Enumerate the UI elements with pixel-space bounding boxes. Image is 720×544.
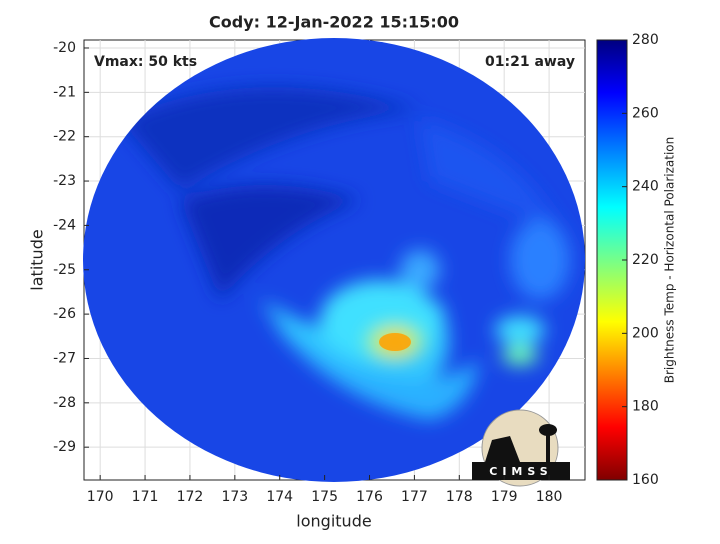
colorbar-tick-label: 240 — [632, 179, 659, 195]
y-tick-label: -26 — [53, 306, 76, 322]
y-tick-label: -25 — [53, 262, 76, 278]
annotation: Vmax: 50 kts — [94, 54, 197, 70]
y-tick-label: -21 — [53, 84, 76, 100]
annotation: 01:21 away — [485, 54, 575, 70]
colorbar-tick-label: 200 — [632, 325, 659, 341]
y-tick-label: -28 — [53, 395, 76, 411]
logo: CIMSS — [472, 409, 570, 487]
x-tick-label: 175 — [311, 489, 338, 505]
colorbar-tick-label: 160 — [632, 472, 659, 488]
colorbar-tick-label: 280 — [632, 32, 659, 48]
x-tick-label: 180 — [536, 489, 563, 505]
y-tick-label: -20 — [53, 40, 76, 56]
x-tick-label: 171 — [132, 489, 159, 505]
x-axis-label: longitude — [296, 512, 371, 531]
colorbar-tick-label: 220 — [632, 252, 659, 268]
colorbar-tick-label: 180 — [632, 399, 659, 415]
y-tick-label: -22 — [53, 129, 76, 145]
x-tick-label: 176 — [356, 489, 383, 505]
x-tick-label: 173 — [221, 489, 248, 505]
logo-text: CIMSS — [489, 465, 552, 478]
x-tick-label: 174 — [266, 489, 293, 505]
chart-title: Cody: 12-Jan-2022 15:15:00 — [209, 13, 459, 32]
x-tick-label: 179 — [491, 489, 518, 505]
x-tick-label: 178 — [446, 489, 473, 505]
y-tick-label: -24 — [53, 217, 76, 233]
swath-image — [83, 38, 585, 482]
y-tick-label: -29 — [53, 439, 76, 455]
x-tick-label: 172 — [177, 489, 204, 505]
y-axis-label: latitude — [28, 229, 47, 290]
colorbar-tick-label: 260 — [632, 105, 659, 121]
colorbar-label: Brightness Temp - Horizontal Polarizatio… — [663, 137, 677, 384]
x-tick-label: 177 — [401, 489, 428, 505]
y-tick-label: -23 — [53, 173, 76, 189]
y-tick-label: -27 — [53, 350, 76, 366]
x-tick-label: 170 — [87, 489, 114, 505]
